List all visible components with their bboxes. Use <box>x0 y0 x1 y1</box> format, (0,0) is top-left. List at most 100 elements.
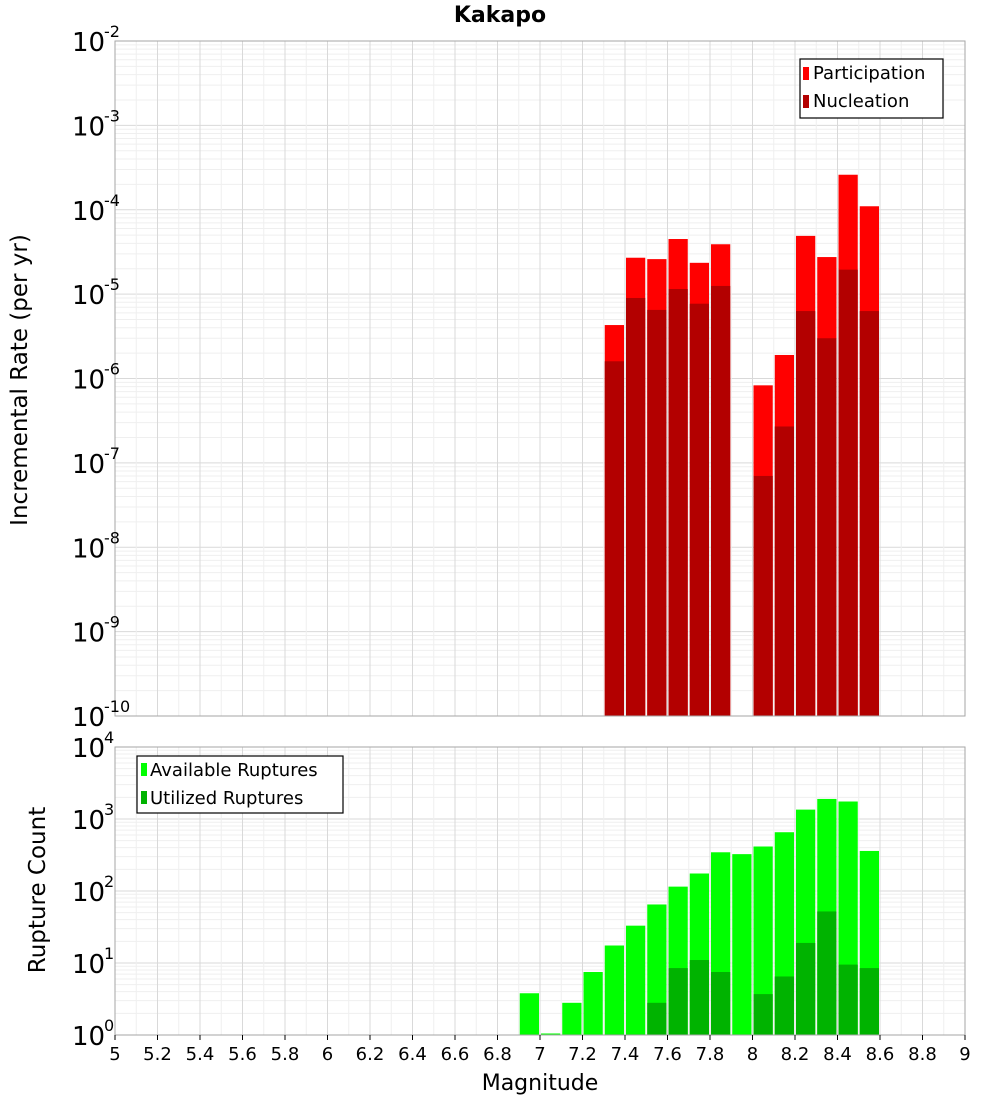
bottom-bar-available-ruptures <box>626 925 646 1035</box>
bottom-bar-available-ruptures <box>519 993 539 1035</box>
top-bar-nucleation <box>711 285 731 716</box>
top-bar-nucleation <box>838 269 858 716</box>
bottom-y-tick-label: 10 <box>72 806 105 836</box>
bottom-bar-utilized-ruptures <box>817 911 837 1035</box>
bottom-bar-utilized-ruptures <box>647 1002 667 1035</box>
x-tick-label: 7.4 <box>611 1044 640 1065</box>
bottom-bar-utilized-ruptures <box>774 976 794 1035</box>
top-y-tick-exponent: -3 <box>104 106 120 125</box>
top-bar-nucleation <box>753 475 773 716</box>
x-tick-label: 6.4 <box>398 1044 427 1065</box>
bottom-legend-box <box>136 755 344 814</box>
top-y-axis-label: Incremental Rate (per yr) <box>7 234 33 526</box>
x-tick-label: 6.6 <box>441 1044 470 1065</box>
top-y-tick-exponent: -9 <box>104 613 120 632</box>
x-tick-label: 8.6 <box>866 1044 895 1065</box>
x-tick-label: 9 <box>959 1044 970 1065</box>
legend-swatch-utilized-ruptures <box>141 791 147 804</box>
top-bar-nucleation <box>689 303 709 716</box>
top-bar-nucleation <box>626 297 646 716</box>
top-y-tick-label: 10 <box>72 450 105 480</box>
top-y-tick-label: 10 <box>72 534 105 564</box>
top-bar-nucleation <box>668 289 688 716</box>
bottom-bar-available-ruptures <box>604 945 624 1035</box>
top-y-tick-label: 10 <box>72 112 105 142</box>
x-tick-label: 8.4 <box>823 1044 852 1065</box>
top-y-tick-label: 10 <box>72 366 105 396</box>
top-bar-nucleation <box>796 311 816 716</box>
legend-swatch-participation <box>803 67 809 80</box>
bottom-y-tick-exponent: 1 <box>104 944 114 963</box>
x-tick-label: 8.8 <box>908 1044 937 1065</box>
top-gridlines <box>114 40 966 717</box>
top-y-tick-exponent: -7 <box>104 444 120 463</box>
top-y-tick-label: 10 <box>72 281 105 311</box>
top-y-tick-exponent: -6 <box>104 360 120 379</box>
bottom-bar-utilized-ruptures <box>753 994 773 1035</box>
top-bar-nucleation <box>817 338 837 716</box>
bottom-y-tick-exponent: 4 <box>104 728 114 747</box>
x-tick-label: 7 <box>534 1044 545 1065</box>
top-legend: Participation Nucleation <box>799 58 944 119</box>
bottom-y-axis-label: Rupture Count <box>25 807 51 973</box>
top-series-1 <box>604 269 879 716</box>
top-y-tick-label: 10 <box>72 619 105 649</box>
bottom-bar-available-ruptures <box>541 1033 561 1035</box>
legend-swatch-nucleation <box>803 95 809 108</box>
bottom-bar-available-ruptures <box>732 854 752 1035</box>
top-plot-border <box>114 40 966 717</box>
bottom-bar-utilized-ruptures <box>668 968 688 1035</box>
top-y-tick-label: 10 <box>72 703 105 733</box>
bottom-bar-utilized-ruptures <box>711 971 731 1035</box>
bottom-bar-available-ruptures <box>647 904 667 1035</box>
top-y-tick-exponent: -4 <box>104 191 120 210</box>
x-tick-label: 5.6 <box>228 1044 257 1065</box>
top-bar-nucleation <box>604 361 624 716</box>
bottom-bar-available-ruptures <box>753 846 773 1035</box>
legend-label-participation: Participation <box>813 63 925 84</box>
x-tick-label: 5.2 <box>143 1044 172 1065</box>
bottom-y-tick-label: 10 <box>72 1022 105 1052</box>
x-tick-label: 6.2 <box>356 1044 385 1065</box>
bottom-y-tick-label: 10 <box>72 734 105 764</box>
legend-label-utilized-ruptures: Utilized Ruptures <box>150 788 303 809</box>
x-tick-label: 8 <box>747 1044 758 1065</box>
bottom-bar-available-ruptures <box>583 971 603 1035</box>
bottom-bar-utilized-ruptures <box>796 942 816 1035</box>
chart-title: Kakapo <box>454 3 546 28</box>
bottom-bar-utilized-ruptures <box>838 964 858 1035</box>
top-bar-nucleation <box>647 309 667 716</box>
bottom-series-1 <box>604 911 879 1035</box>
x-tick-label: 6.8 <box>483 1044 512 1065</box>
x-tick-label: 7.8 <box>696 1044 725 1065</box>
top-legend-box <box>799 58 944 119</box>
top-y-tick-exponent: -10 <box>104 697 130 716</box>
top-bar-nucleation <box>859 311 879 716</box>
x-tick-label: 8.2 <box>781 1044 810 1065</box>
legend-label-available-ruptures: Available Ruptures <box>150 760 318 781</box>
bottom-y-tick-label: 10 <box>72 878 105 908</box>
bottom-bar-utilized-ruptures <box>689 960 709 1035</box>
bottom-legend: Available Ruptures Utilized Ruptures <box>136 755 344 814</box>
bottom-bar-utilized-ruptures <box>859 968 879 1035</box>
x-tick-label: 5.8 <box>271 1044 300 1065</box>
legend-label-nucleation: Nucleation <box>813 91 909 112</box>
bottom-y-tick-exponent: 3 <box>104 800 114 819</box>
top-y-tick-label: 10 <box>72 28 105 58</box>
x-tick-label: 7.2 <box>568 1044 597 1065</box>
top-y-tick-exponent: -2 <box>104 22 120 41</box>
x-axis-label: Magnitude <box>482 1071 599 1096</box>
x-tick-label: 6 <box>322 1044 333 1065</box>
x-tick-label: 5.4 <box>186 1044 215 1065</box>
bottom-y-tick-label: 10 <box>72 950 105 980</box>
legend-swatch-available-ruptures <box>141 763 147 776</box>
x-tick-label: 7.6 <box>653 1044 682 1065</box>
bottom-y-tick-exponent: 0 <box>104 1016 114 1035</box>
top-y-tick-label: 10 <box>72 197 105 227</box>
top-bar-nucleation <box>774 426 794 716</box>
x-tick-label: 5 <box>109 1044 120 1065</box>
top-y-tick-exponent: -5 <box>104 275 120 294</box>
top-y-tick-exponent: -8 <box>104 528 120 547</box>
